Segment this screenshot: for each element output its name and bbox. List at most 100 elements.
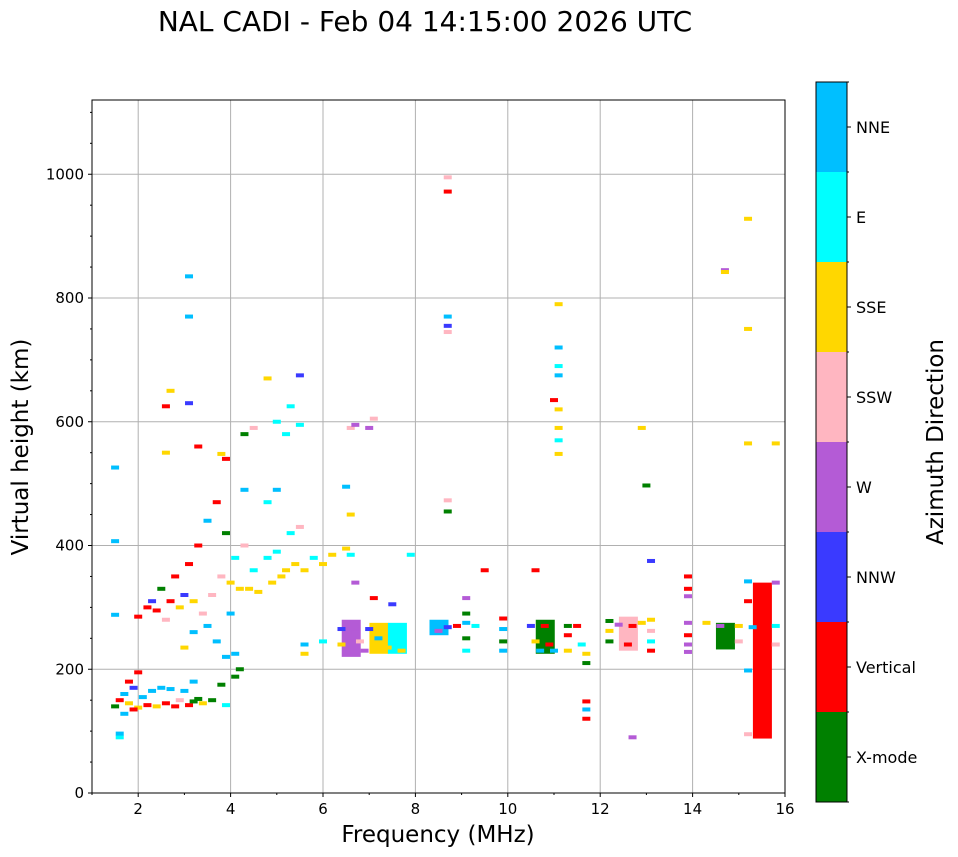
echo-point bbox=[342, 651, 351, 656]
echo-point bbox=[388, 602, 397, 607]
echo-point bbox=[683, 633, 692, 638]
echo-point bbox=[744, 579, 753, 584]
echo-point bbox=[550, 398, 558, 403]
echo-point bbox=[563, 633, 572, 638]
echo-point bbox=[536, 648, 545, 653]
echo-point bbox=[716, 623, 725, 628]
echo-point bbox=[683, 620, 692, 625]
echo-point bbox=[744, 441, 753, 446]
echo-point bbox=[120, 711, 129, 716]
echo-point bbox=[194, 543, 203, 548]
echo-band bbox=[715, 622, 735, 650]
echo-point bbox=[180, 645, 189, 650]
echo-point bbox=[198, 701, 207, 706]
echo-point bbox=[161, 701, 170, 706]
echo-point bbox=[434, 628, 443, 633]
echo-point bbox=[623, 642, 632, 647]
x-tick-label: 12 bbox=[591, 800, 610, 818]
colorbar-tick-label: E bbox=[856, 208, 866, 227]
echo-point bbox=[249, 425, 258, 430]
echo-point bbox=[683, 586, 692, 591]
echo-point bbox=[628, 623, 637, 628]
echo-point bbox=[189, 630, 198, 635]
colorbar-tick-label: X-mode bbox=[856, 748, 917, 767]
echo-point bbox=[744, 216, 753, 221]
echo-point bbox=[161, 404, 170, 409]
echo-point bbox=[217, 451, 226, 456]
echo-point bbox=[771, 642, 780, 647]
echo-point bbox=[573, 623, 582, 628]
echo-point bbox=[683, 642, 692, 647]
x-tick-label: 14 bbox=[683, 800, 702, 818]
echo-point bbox=[300, 642, 309, 647]
echo-point bbox=[221, 703, 230, 708]
echo-point bbox=[166, 599, 175, 604]
echo-point bbox=[342, 484, 351, 489]
echo-point bbox=[208, 698, 217, 703]
echo-point bbox=[577, 642, 586, 647]
echo-point bbox=[286, 404, 295, 409]
echo-point bbox=[499, 648, 508, 653]
echo-point bbox=[198, 611, 207, 616]
echo-point bbox=[231, 651, 240, 656]
echo-point bbox=[499, 639, 508, 644]
echo-point bbox=[554, 425, 563, 430]
echo-point bbox=[365, 627, 374, 632]
echo-point bbox=[143, 605, 152, 610]
x-tick-label: 2 bbox=[133, 800, 143, 818]
echo-point bbox=[392, 623, 401, 628]
echo-point bbox=[134, 705, 143, 710]
echo-point bbox=[319, 562, 327, 567]
echo-point bbox=[286, 531, 295, 536]
echo-band bbox=[387, 622, 407, 654]
echo-point bbox=[720, 643, 729, 648]
echo-point bbox=[647, 628, 656, 633]
colorbar-tick-label: NNE bbox=[856, 118, 890, 137]
echo-point bbox=[217, 682, 226, 687]
colorbar-segment bbox=[816, 172, 847, 262]
echo-point bbox=[272, 487, 281, 492]
axis-ticks: 2 4 6 8 10 12 14 16 0 200 400 600 800 1000 bbox=[46, 111, 795, 818]
echo-point bbox=[208, 593, 217, 597]
echo-point bbox=[111, 539, 120, 544]
echo-point bbox=[226, 580, 235, 585]
colorbar-segment bbox=[816, 352, 847, 442]
echo-point bbox=[171, 704, 180, 709]
colorbar-tick-label: NNW bbox=[856, 568, 896, 587]
echo-point bbox=[443, 314, 452, 319]
echo-point bbox=[166, 388, 175, 393]
echo-point bbox=[111, 465, 120, 470]
echo-point bbox=[185, 314, 194, 319]
echo-point bbox=[550, 648, 558, 653]
grid bbox=[92, 100, 785, 793]
echo-point bbox=[443, 189, 452, 194]
echo-point bbox=[734, 623, 743, 628]
echo-point bbox=[138, 695, 147, 700]
echo-point bbox=[619, 617, 628, 622]
echo-point bbox=[328, 552, 337, 557]
echo-point bbox=[148, 599, 157, 604]
echo-point bbox=[637, 620, 646, 625]
echo-point bbox=[702, 620, 711, 625]
echo-point bbox=[194, 444, 203, 449]
echo-point bbox=[351, 580, 360, 585]
echo-point bbox=[129, 707, 138, 712]
echo-point bbox=[647, 558, 656, 563]
echo-point bbox=[365, 425, 374, 430]
y-tick-label: 800 bbox=[55, 289, 84, 307]
colorbar-segment bbox=[816, 262, 847, 352]
echo-point bbox=[245, 586, 254, 591]
echo-point bbox=[129, 685, 138, 690]
echo-point bbox=[383, 645, 392, 650]
echo-point bbox=[563, 623, 572, 628]
echo-point bbox=[683, 574, 692, 579]
echo-point bbox=[231, 674, 240, 679]
x-tick-label: 16 bbox=[775, 800, 794, 818]
echo-point bbox=[124, 679, 133, 684]
echo-point bbox=[462, 596, 471, 601]
echo-point bbox=[642, 483, 651, 488]
echo-point bbox=[605, 639, 614, 644]
echo-point bbox=[268, 580, 277, 585]
echo-point bbox=[143, 703, 152, 708]
